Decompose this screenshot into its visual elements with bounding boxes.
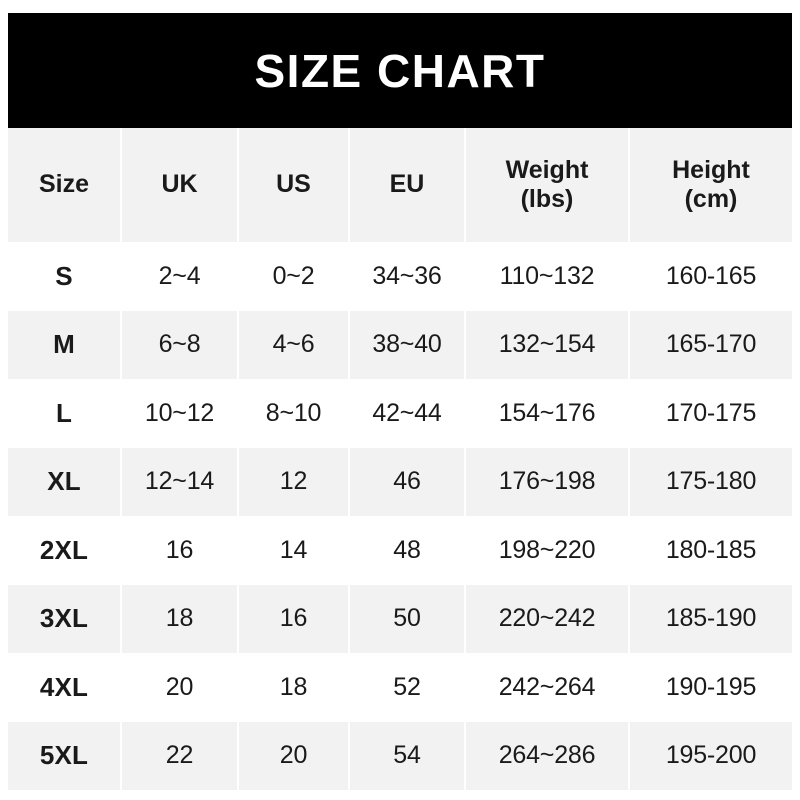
- cell-eu: 34~36: [348, 242, 464, 311]
- cell-weight: 154~176: [464, 379, 628, 448]
- cell-size: S: [55, 260, 73, 291]
- cell-uk: 22: [120, 721, 237, 790]
- cell-uk: 6~8: [120, 310, 237, 379]
- cell-us: 0~2: [237, 242, 348, 311]
- column-header-height-line2: (cm): [684, 185, 738, 213]
- cell-size: M: [53, 329, 75, 360]
- cell-size: 2XL: [39, 534, 89, 565]
- column-header-size-line1: Size: [38, 170, 90, 199]
- cell-height: 170-175: [628, 379, 792, 448]
- cell-weight: 264~286: [464, 721, 628, 790]
- cell-eu: 48: [348, 516, 464, 585]
- table-row: 2XL 16 14 48 198~220 180-185: [8, 516, 792, 585]
- column-header-height: Height (cm): [628, 128, 792, 242]
- cell-weight: 110~132: [464, 242, 628, 311]
- cell-us: 4~6: [237, 310, 348, 379]
- cell-us: 12: [237, 447, 348, 516]
- cell-uk: 2~4: [120, 242, 237, 311]
- cell-us: 16: [237, 584, 348, 653]
- column-header-us-line1: US: [276, 170, 311, 199]
- cell-eu: 52: [348, 653, 464, 722]
- cell-us: 18: [237, 653, 348, 722]
- column-header-size: Size: [8, 128, 120, 242]
- size-chart-table: Size UK US EU Weight (lbs) Height (cm) S…: [8, 128, 792, 790]
- column-header-weight-line1: Weight: [505, 155, 589, 184]
- cell-height: 180-185: [628, 516, 792, 585]
- cell-eu: 42~44: [348, 379, 464, 448]
- cell-eu: 38~40: [348, 310, 464, 379]
- cell-eu: 50: [348, 584, 464, 653]
- column-header-uk: UK: [120, 128, 237, 242]
- cell-size: 3XL: [39, 603, 89, 634]
- title-bar: SIZE CHART: [8, 13, 792, 128]
- table-row: 3XL 18 16 50 220~242 185-190: [8, 584, 792, 653]
- table-row: XL 12~14 12 46 176~198 175-180: [8, 447, 792, 516]
- cell-uk: 16: [120, 516, 237, 585]
- cell-weight: 132~154: [464, 310, 628, 379]
- column-header-uk-line1: UK: [161, 170, 198, 199]
- cell-height: 175-180: [628, 447, 792, 516]
- column-header-height-line1: Height: [672, 155, 750, 184]
- cell-size: 5XL: [39, 740, 89, 771]
- size-chart-root: SIZE CHART Size UK US EU Weight (lbs) He…: [8, 13, 792, 790]
- cell-height: 185-190: [628, 584, 792, 653]
- column-header-us: US: [237, 128, 348, 242]
- column-header-eu: EU: [348, 128, 464, 242]
- table-row: S 2~4 0~2 34~36 110~132 160-165: [8, 242, 792, 311]
- cell-uk: 10~12: [120, 379, 237, 448]
- cell-weight: 242~264: [464, 653, 628, 722]
- cell-uk: 12~14: [120, 447, 237, 516]
- cell-us: 14: [237, 516, 348, 585]
- cell-uk: 20: [120, 653, 237, 722]
- cell-weight: 198~220: [464, 516, 628, 585]
- cell-size: 4XL: [39, 671, 89, 702]
- cell-weight: 176~198: [464, 447, 628, 516]
- table-row: M 6~8 4~6 38~40 132~154 165-170: [8, 310, 792, 379]
- cell-height: 160-165: [628, 242, 792, 311]
- cell-uk: 18: [120, 584, 237, 653]
- column-header-weight-line2: (lbs): [520, 185, 574, 213]
- cell-height: 190-195: [628, 653, 792, 722]
- cell-height: 165-170: [628, 310, 792, 379]
- cell-weight: 220~242: [464, 584, 628, 653]
- column-header-weight: Weight (lbs): [464, 128, 628, 242]
- cell-eu: 54: [348, 721, 464, 790]
- table-row: 4XL 20 18 52 242~264 190-195: [8, 653, 792, 722]
- cell-eu: 46: [348, 447, 464, 516]
- table-header-row: Size UK US EU Weight (lbs) Height (cm): [8, 128, 792, 242]
- cell-us: 8~10: [237, 379, 348, 448]
- table-row: L 10~12 8~10 42~44 154~176 170-175: [8, 379, 792, 448]
- cell-height: 195-200: [628, 721, 792, 790]
- column-header-eu-line1: EU: [389, 170, 425, 199]
- cell-us: 20: [237, 721, 348, 790]
- cell-size: XL: [47, 466, 81, 497]
- page-title: SIZE CHART: [254, 44, 546, 97]
- cell-size: L: [55, 397, 73, 428]
- table-row: 5XL 22 20 54 264~286 195-200: [8, 721, 792, 790]
